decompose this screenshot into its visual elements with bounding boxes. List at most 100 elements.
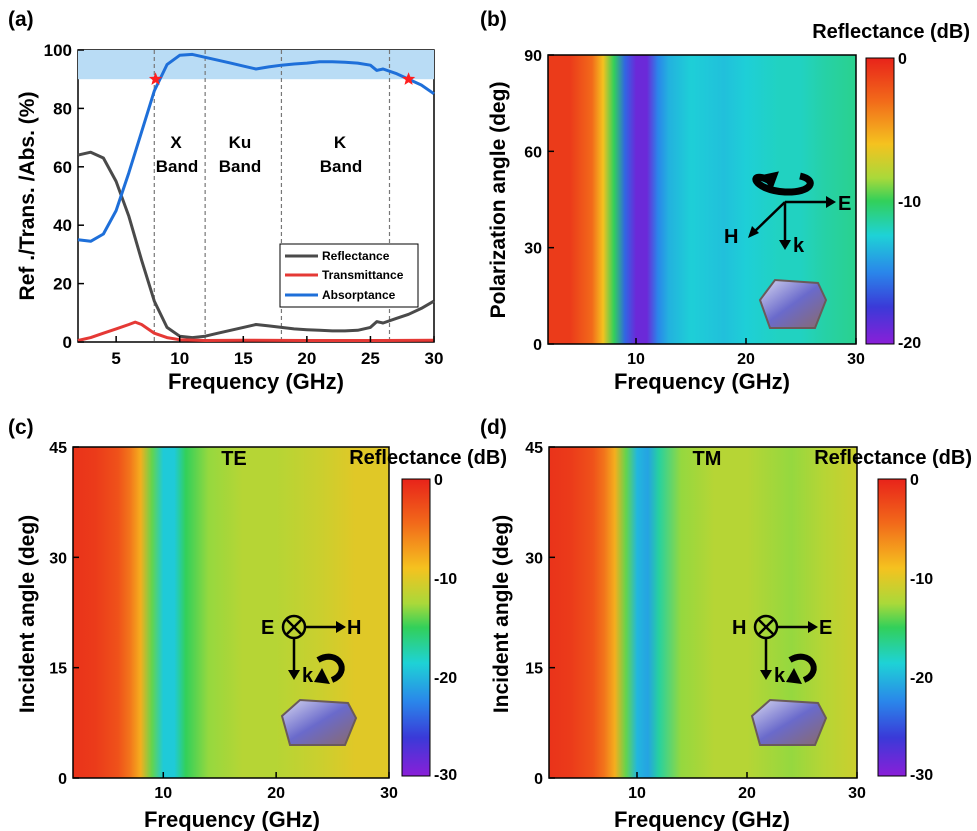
c-xtick-label-2: 30 <box>380 785 398 802</box>
panel-c-colorbar-title: Reflectance (dB) <box>349 447 507 469</box>
a-ytick-label-4: 80 <box>53 99 72 118</box>
label-e-c: E <box>261 617 274 639</box>
c-xtick-label-1: 20 <box>267 785 285 802</box>
band-label-k-line2: Band <box>320 157 363 176</box>
a-ytick-label-2: 40 <box>53 216 72 235</box>
rotation-arrowhead-icon <box>760 171 779 191</box>
panel-b-field-schematic: E H k <box>724 171 851 329</box>
legend-label-absorptance: Absorptance <box>322 288 396 302</box>
b-colorbar-tick-1: -10 <box>898 194 921 211</box>
b-colorbar-tick-2: -20 <box>898 335 921 352</box>
panel-b: (b) 10 20 30 0 30 60 90 Frequency (GHz) Polari… <box>480 8 970 394</box>
label-e-b: E <box>838 193 851 215</box>
rotation-arrow-icon <box>752 172 814 196</box>
a-ytick-label-1: 20 <box>53 275 72 294</box>
panel-b-colorbar-title: Reflectance (dB) <box>812 21 970 43</box>
star-marker-0 <box>148 72 163 85</box>
c-xtick-label-0: 10 <box>154 785 172 802</box>
label-e-d: E <box>819 617 832 639</box>
legend-label-reflectance: Reflectance <box>322 249 390 263</box>
label-h-c: H <box>347 617 361 639</box>
d-colorbar-tick-3: -30 <box>910 767 933 784</box>
a-xtick-label-0: 5 <box>111 349 120 368</box>
c-ytick-label-1: 15 <box>49 661 67 678</box>
label-k-c: k <box>302 665 314 687</box>
panel-c-ylabel: Incident angle (deg) <box>16 515 39 713</box>
absorption-shaded-band <box>78 50 434 80</box>
b-xtick-label-0: 10 <box>627 351 645 368</box>
panel-d-frame <box>548 446 858 779</box>
c-colorbar-tick-1: -10 <box>434 571 457 588</box>
cross-line-2-d <box>757 618 775 636</box>
band-label-ku-line2: Band <box>219 157 262 176</box>
band-label-k-line1: K <box>334 133 347 152</box>
panel-d-colorbar <box>877 478 907 777</box>
b-ytick-label-0: 0 <box>533 337 542 354</box>
panel-c-field-schematic: E H k <box>261 614 361 746</box>
h-field-arrowhead-c-icon <box>336 621 346 633</box>
panel-d-field-schematic: H E k <box>732 614 832 746</box>
panel-d-ylabel: Incident angle (deg) <box>490 515 513 713</box>
panel-c-xlabel: Frequency (GHz) <box>144 807 320 831</box>
panel-a-ticks: 5 10 15 20 25 30 0 20 40 60 80 100 <box>44 41 444 368</box>
k-vector-arrowhead-icon <box>779 240 791 250</box>
legend-label-transmittance: Transmittance <box>322 268 404 282</box>
a-ytick-label-0: 0 <box>63 333 72 352</box>
panel-d-xlabel: Frequency (GHz) <box>614 807 790 831</box>
a-xtick-label-1: 10 <box>170 349 189 368</box>
band-label-k: K Band <box>320 133 363 176</box>
label-k-b: k <box>793 235 805 257</box>
panel-d-colorbar-ticks: 0 -10 -20 -30 <box>910 472 933 784</box>
b-colorbar-tick-0: 0 <box>898 51 907 68</box>
e-field-arrowhead-d-icon <box>808 621 818 633</box>
band-label-x: X Band <box>156 133 199 176</box>
panel-c: (c) 10 20 30 0 15 30 45 TE Frequency (GHz) Inc… <box>8 416 507 831</box>
panel-c-letter: (c) <box>8 416 34 439</box>
rotation-arrowhead-c-icon <box>314 668 330 684</box>
panel-a-letter: (a) <box>8 8 34 31</box>
c-colorbar-tick-2: -20 <box>434 670 457 687</box>
c-ytick-label-2: 30 <box>49 550 67 567</box>
label-h-d: H <box>732 617 746 639</box>
panel-b-xlabel: Frequency (GHz) <box>614 369 790 394</box>
panel-d-mode: TM <box>693 448 722 470</box>
panel-b-ylabel: Polarization angle (deg) <box>487 82 510 319</box>
metamaterial-unit-icon <box>758 278 828 329</box>
panel-d-colorbar-title: Reflectance (dB) <box>814 447 972 469</box>
d-colorbar-tick-2: -20 <box>910 670 933 687</box>
panel-c-colorbar <box>401 478 431 777</box>
panel-a-plot-area <box>77 50 435 342</box>
panel-b-ticks: 10 20 30 0 30 60 90 <box>524 48 865 368</box>
c-colorbar-tick-0: 0 <box>434 472 443 489</box>
a-xtick-label-3: 20 <box>297 349 316 368</box>
cross-line-2-c <box>285 618 303 636</box>
d-ytick-label-2: 30 <box>525 550 543 567</box>
h-field-arrow-icon <box>752 201 786 234</box>
panel-c-colorbar-ticks: 0 -10 -20 -30 <box>434 472 457 784</box>
b-xtick-label-1: 20 <box>737 351 755 368</box>
k-vector-arrowhead-c-icon <box>288 670 300 680</box>
b-ytick-label-2: 60 <box>524 144 542 161</box>
metamaterial-unit-d-icon <box>750 698 828 746</box>
b-ytick-label-1: 30 <box>524 241 542 258</box>
c-ytick-label-0: 0 <box>58 771 67 788</box>
h-field-arrowhead-icon <box>748 226 759 238</box>
series-line-reflectance <box>77 150 435 340</box>
e-field-arrowhead-icon <box>826 196 836 208</box>
panel-b-frame <box>547 54 857 345</box>
label-h-b: H <box>724 226 738 248</box>
a-xtick-label-5: 30 <box>425 349 444 368</box>
panel-a-xlabel: Frequency (GHz) <box>168 369 344 394</box>
rotation-arrow-d-icon <box>788 653 817 683</box>
panel-a: (a) 5 10 15 20 25 30 0 20 40 60 80 100 Frequency (G… <box>8 8 443 394</box>
panel-a-legend: Reflectance Transmittance Absorptance <box>279 243 419 308</box>
band-label-x-line1: X <box>170 133 182 152</box>
c-ytick-label-3: 45 <box>49 440 67 457</box>
panel-d-ticks: 10 20 30 0 15 30 45 <box>525 440 866 802</box>
star-marker-1 <box>401 72 416 85</box>
panel-b-colorbar <box>865 57 895 345</box>
a-ytick-label-5: 100 <box>44 41 72 60</box>
d-ytick-label-0: 0 <box>534 771 543 788</box>
panel-b-colorbar-ticks: 0 -10 -20 <box>898 51 921 352</box>
